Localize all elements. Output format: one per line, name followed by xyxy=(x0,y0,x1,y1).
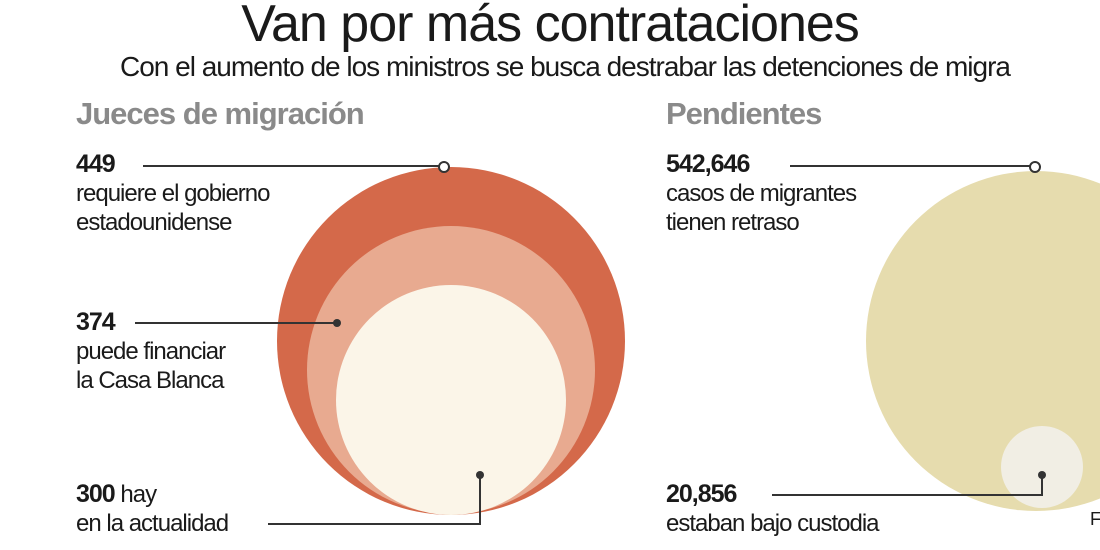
label-449-line1: requiere el gobierno xyxy=(76,180,270,207)
label-20856: 20,856 estaban bajo custodia xyxy=(666,480,880,538)
label-300: 300 hay en la actualidad xyxy=(76,480,229,538)
section-title-jueces: Jueces de migración xyxy=(76,96,365,131)
label-449: 449 requiere el gobierno estadounidense xyxy=(76,150,270,237)
value-374: 374 xyxy=(76,308,116,336)
bubble-542646 xyxy=(866,171,1100,511)
bubble-300 xyxy=(336,285,566,515)
chart-subtitle: Con el aumento de los ministros se busca… xyxy=(120,51,1011,82)
footer-cut-letter: F xyxy=(1090,509,1100,529)
value-449: 449 xyxy=(76,150,116,178)
leader-line-449 xyxy=(143,161,450,173)
label-374: 374 puede financiar la Casa Blanca xyxy=(76,308,226,395)
label-300-line2: en la actualidad xyxy=(76,510,229,537)
leader-line-20856 xyxy=(772,471,1046,496)
leader-line-374 xyxy=(135,319,341,327)
value-542646: 542,646 xyxy=(666,150,750,178)
leader-line-300 xyxy=(268,471,484,525)
chart-title: Van por más contrataciones xyxy=(241,0,860,53)
label-542646: 542,646 casos de migrantes tienen retras… xyxy=(666,150,857,237)
label-542646-line2: tienen retraso xyxy=(666,209,800,236)
label-542646-line1: casos de migrantes xyxy=(666,180,857,207)
label-20856-line1: estaban bajo custodia xyxy=(666,510,880,537)
value-20856: 20,856 xyxy=(666,480,737,508)
section-title-pendientes: Pendientes xyxy=(666,96,822,131)
label-449-line2: estadounidense xyxy=(76,209,232,236)
bubble-20856 xyxy=(1001,426,1083,508)
leader-line-542646 xyxy=(790,161,1041,173)
value-300: 300 xyxy=(76,480,116,508)
label-374-line1: puede financiar xyxy=(76,338,226,365)
label-300-line1: hay xyxy=(120,481,157,508)
label-374-line2: la Casa Blanca xyxy=(76,367,224,394)
